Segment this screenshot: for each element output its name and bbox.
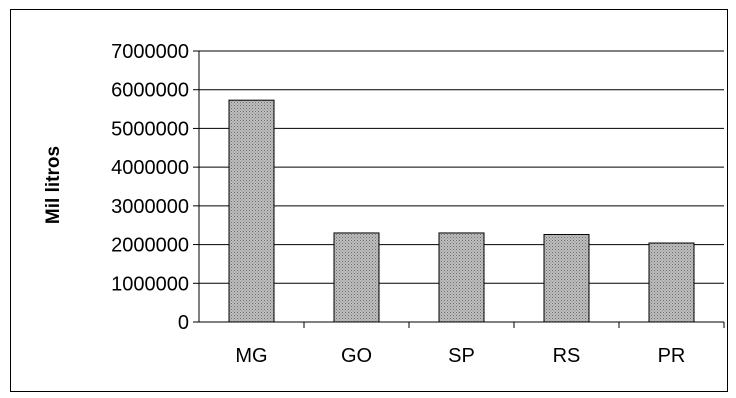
y-tick-label: 2000000	[111, 235, 189, 257]
y-tick-label: 4000000	[111, 157, 189, 179]
bar-mg	[228, 99, 275, 323]
x-tick-label: SP	[448, 345, 475, 367]
y-axis-label: Mil litros	[43, 146, 64, 224]
x-tick-labels: MG GO SP RS PR	[235, 345, 685, 367]
y-tick-label: 5000000	[111, 118, 189, 140]
x-tick-label: RS	[553, 345, 581, 367]
y-tick-label: 6000000	[111, 80, 189, 102]
x-tick-label: PR	[658, 345, 686, 367]
y-tick-label: 1000000	[111, 273, 189, 295]
bar-sp	[438, 232, 485, 323]
x-tick-label: MG	[235, 345, 267, 367]
bars	[228, 99, 695, 323]
chart-frame	[10, 9, 728, 392]
bar-go	[333, 232, 380, 323]
y-tick-label: 3000000	[111, 196, 189, 218]
bar-pr	[648, 242, 695, 323]
y-tick-label: 0	[178, 312, 189, 334]
x-tick-label: GO	[341, 345, 372, 367]
y-tick-labels: 0 1000000 2000000 3000000 4000000 5000000 6000…	[111, 41, 189, 334]
y-tick-label: 7000000	[111, 41, 189, 63]
gridlines	[199, 50, 724, 284]
bar-rs	[543, 234, 590, 323]
axes	[193, 50, 725, 328]
